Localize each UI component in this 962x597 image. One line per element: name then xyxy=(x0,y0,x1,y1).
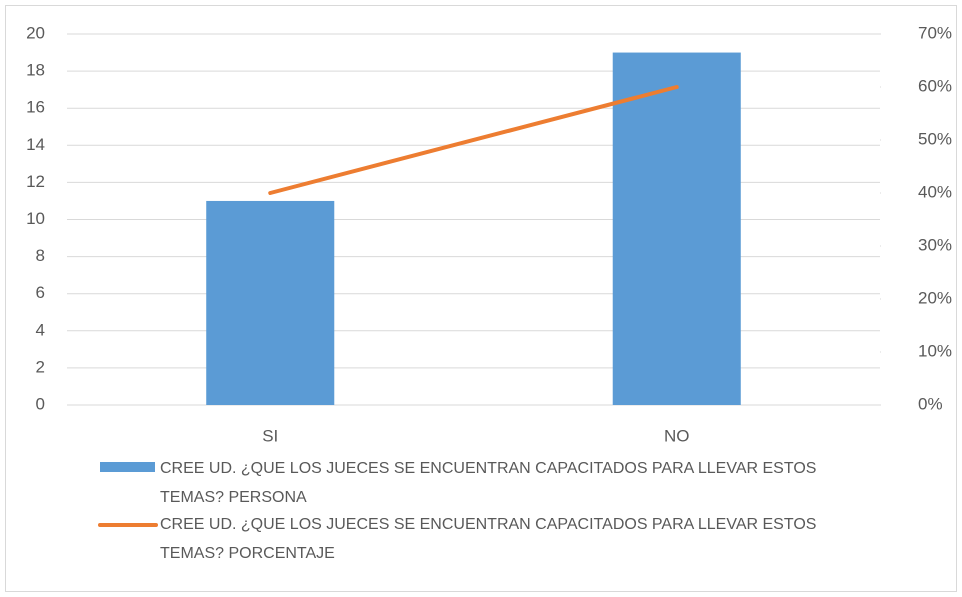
y2-tick-label: 40% xyxy=(918,182,952,201)
x-tick-label: NO xyxy=(664,426,690,445)
line-series xyxy=(268,85,679,195)
legend-label: CREE UD. ¿QUE LOS JUECES SE ENCUENTRAN C… xyxy=(160,460,817,506)
y2-tick-label: 30% xyxy=(918,235,952,254)
y-tick-label: 8 xyxy=(36,246,45,265)
y2-tick-label: 60% xyxy=(918,76,952,95)
y-tick-label: 16 xyxy=(26,98,45,117)
bar xyxy=(612,52,741,406)
y-tick-label: 2 xyxy=(36,357,45,376)
chart-border xyxy=(5,5,957,592)
y-tick-label: 20 xyxy=(26,23,45,42)
y2-tick-label: 0% xyxy=(918,394,943,413)
y-tick-label: 0 xyxy=(36,394,45,413)
y2-tick-label: 20% xyxy=(918,288,952,307)
y2-tick-label: 70% xyxy=(918,23,952,42)
y-tick-label: 12 xyxy=(26,172,45,191)
y-tick-label: 6 xyxy=(36,283,45,302)
y-tick-label: 18 xyxy=(26,61,45,80)
legend-label: CREE UD. ¿QUE LOS JUECES SE ENCUENTRAN C… xyxy=(160,516,817,562)
x-tick-label: SI xyxy=(262,426,278,445)
y2-tick-label: 10% xyxy=(918,341,952,360)
y2-tick-label: 50% xyxy=(918,129,952,148)
y-tick-label: 4 xyxy=(36,320,45,339)
y-tick-label: 14 xyxy=(26,135,45,154)
legend-swatch xyxy=(100,462,155,472)
y-tick-label: 10 xyxy=(26,209,45,228)
bar xyxy=(206,200,335,405)
